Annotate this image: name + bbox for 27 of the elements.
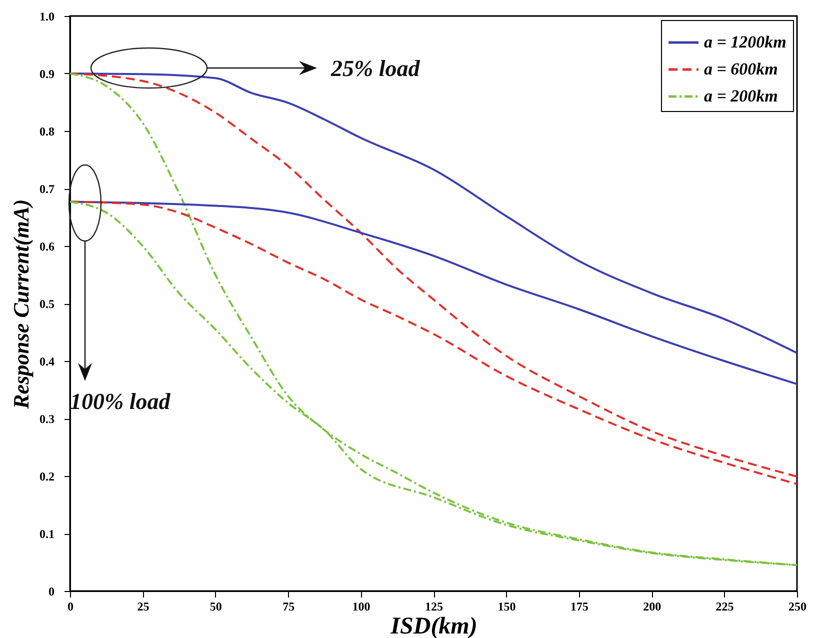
x-tick-label: 75 <box>282 600 295 614</box>
y-tick-label: 0.5 <box>40 297 54 311</box>
y-tick-label: 1.0 <box>40 10 54 24</box>
y-tick-label: 0.2 <box>40 470 54 484</box>
x-tick-label: 150 <box>498 600 516 614</box>
x-tick-label: 250 <box>788 600 806 614</box>
x-tick-label: 125 <box>425 600 443 614</box>
x-tick-label: 0 <box>68 600 74 614</box>
y-tick-label: 0.7 <box>40 182 54 196</box>
x-tick-label: 200 <box>643 600 662 614</box>
x-tick-label: 25 <box>137 600 150 614</box>
y-tick-label: 0.6 <box>40 240 54 254</box>
annotation: 25% load <box>330 56 420 81</box>
x-tick-label: 50 <box>210 600 222 614</box>
y-tick-label: 0 <box>48 584 54 598</box>
legend-label: a = 1200km <box>704 32 786 52</box>
y-tick-label: 0.4 <box>40 354 54 368</box>
y-tick-label: 0.3 <box>40 412 54 426</box>
x-tick-label: 225 <box>716 600 734 614</box>
y-tick-label: 0.8 <box>40 124 54 138</box>
x-tick-label: 100 <box>352 600 370 614</box>
y-tick-label: 0.9 <box>40 67 54 81</box>
x-tick-label: 175 <box>570 600 588 614</box>
y-axis-title: Response Current(mA) <box>8 199 34 410</box>
legend-label: a = 600km <box>704 60 778 78</box>
legend-label: a = 200km <box>704 86 778 106</box>
y-tick-label: 0.1 <box>40 527 54 541</box>
